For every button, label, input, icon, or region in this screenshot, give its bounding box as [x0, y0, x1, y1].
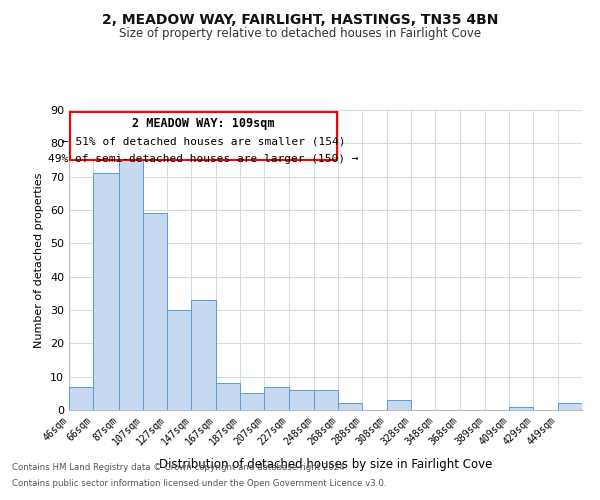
Bar: [387, 400, 411, 410]
Text: 2 MEADOW WAY: 109sqm: 2 MEADOW WAY: 109sqm: [133, 118, 275, 130]
Bar: [289, 390, 314, 410]
X-axis label: Distribution of detached houses by size in Fairlight Cove: Distribution of detached houses by size …: [159, 458, 492, 471]
Text: Contains public sector information licensed under the Open Government Licence v3: Contains public sector information licen…: [12, 478, 386, 488]
Bar: [191, 300, 216, 410]
Bar: [338, 404, 362, 410]
Bar: [240, 394, 264, 410]
Bar: [69, 386, 93, 410]
Bar: [93, 174, 119, 410]
Bar: [558, 404, 582, 410]
Bar: [143, 214, 167, 410]
Text: Contains HM Land Registry data © Crown copyright and database right 2024.: Contains HM Land Registry data © Crown c…: [12, 464, 347, 472]
Text: ← 51% of detached houses are smaller (154): ← 51% of detached houses are smaller (15…: [62, 137, 346, 147]
FancyBboxPatch shape: [70, 112, 337, 160]
Bar: [167, 310, 191, 410]
Text: 49% of semi-detached houses are larger (150) →: 49% of semi-detached houses are larger (…: [49, 154, 359, 164]
Bar: [509, 406, 533, 410]
Bar: [314, 390, 338, 410]
Text: 2, MEADOW WAY, FAIRLIGHT, HASTINGS, TN35 4BN: 2, MEADOW WAY, FAIRLIGHT, HASTINGS, TN35…: [102, 12, 498, 26]
Y-axis label: Number of detached properties: Number of detached properties: [34, 172, 44, 348]
Bar: [264, 386, 289, 410]
Bar: [216, 384, 240, 410]
Text: Size of property relative to detached houses in Fairlight Cove: Size of property relative to detached ho…: [119, 28, 481, 40]
Bar: [119, 160, 143, 410]
